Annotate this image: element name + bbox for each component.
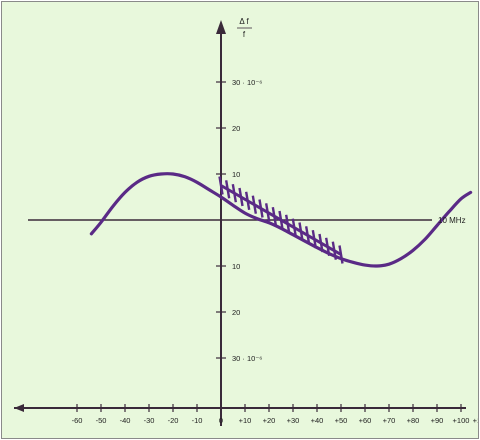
x-tick-label: -40 <box>120 416 131 425</box>
hatch-mark <box>318 233 324 253</box>
ticks <box>76 81 462 412</box>
labels: 10 MHz -60 -50 -40 -30 -20 -10 0 +10 +20 +30 +40 +50… <box>72 17 478 425</box>
x-tick-label: -50 <box>96 416 107 425</box>
x-tick-label: 0 <box>219 416 223 425</box>
reference-line-label: 10 MHz <box>438 216 466 225</box>
y-tick-label: 30 · 10⁻⁶ <box>232 78 262 87</box>
x-tick-label: +40 <box>311 416 324 425</box>
x-tick-label: +100 <box>453 416 470 425</box>
x-tick-label: +90 <box>431 416 444 425</box>
hatch-mark <box>284 214 291 234</box>
hatch-mark <box>304 226 311 245</box>
x-tick-label: -60 <box>72 416 83 425</box>
x-tick-label: +80 <box>407 416 420 425</box>
y-tick-label: 30 · 10⁻⁶ <box>232 354 262 363</box>
x-tick-label: +20 <box>263 416 276 425</box>
hatch-mark <box>278 210 284 230</box>
hatch-mark <box>324 237 331 257</box>
hatch-mark <box>258 199 264 218</box>
y-tick-label: 10 <box>232 170 240 179</box>
x-tick-label: +30 <box>287 416 300 425</box>
hatch-mark <box>224 180 231 199</box>
hatch-mark <box>218 176 224 195</box>
series <box>89 172 473 268</box>
hatch-mark <box>238 187 244 207</box>
hatch-mark <box>338 245 344 264</box>
hatch-mark <box>311 229 318 249</box>
x-tick-label: +50 <box>335 416 348 425</box>
y-axis-label-numerator: Δ f <box>239 17 249 26</box>
hatch-mark <box>298 222 304 241</box>
x-axis-arrow <box>14 404 24 412</box>
x-tick-label: -30 <box>144 416 155 425</box>
y-axis-arrow <box>216 20 226 34</box>
hatch-mark <box>231 183 238 203</box>
hatch-mark <box>264 203 271 222</box>
x-tick-label: +70 <box>383 416 396 425</box>
hatch-mark <box>271 206 278 226</box>
hatch-mark <box>244 191 251 211</box>
axes <box>14 20 466 426</box>
x-tick-label: -10 <box>192 416 203 425</box>
hatch-mark <box>331 241 338 260</box>
y-tick-label: 10 <box>232 262 240 271</box>
hatch-mark <box>291 218 298 237</box>
frequency-curve <box>89 172 473 268</box>
x-tick-label: -20 <box>168 416 179 425</box>
x-tick-label: +110°C <box>473 416 478 425</box>
x-tick-label: +60 <box>359 416 372 425</box>
x-tick-label: +10 <box>239 416 252 425</box>
y-tick-label: 20 <box>232 308 240 317</box>
y-axis-label-denominator: f <box>243 30 246 39</box>
y-tick-label: 20 <box>232 124 240 133</box>
hatch-mark <box>251 195 258 214</box>
